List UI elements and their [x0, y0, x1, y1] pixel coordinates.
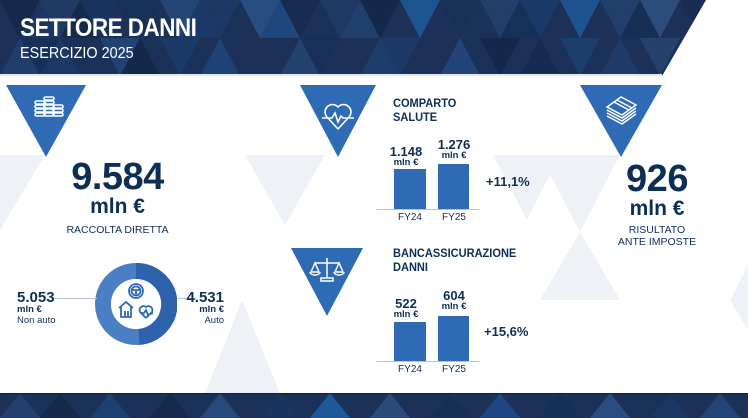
raccolta-unit: mln €	[90, 195, 145, 218]
raccolta-label: RACCOLTA DIRETTA	[66, 224, 169, 236]
salute-xlabel-fy25: FY25	[442, 212, 466, 223]
leader-line-right	[178, 298, 196, 299]
auto-value: 4.531	[186, 289, 224, 306]
header-triangle-pattern	[0, 0, 748, 76]
banca-fy25-value: 604 mln €	[441, 288, 467, 312]
risultato-label: RISULTATO ANTE IMPOSTE	[617, 224, 697, 248]
salute-fy24-value: 1.148 mln €	[389, 144, 423, 168]
banca-title: BANCASSICURAZIONE DANNI	[393, 246, 517, 274]
donut-chart	[95, 263, 177, 345]
donut-label-auto: 4.531 mln € Auto	[186, 290, 224, 327]
risultato-value: 926	[626, 158, 688, 200]
footer-banner	[0, 393, 748, 418]
salute-bar-fy24	[394, 169, 426, 209]
donut-segment-auto	[135, 263, 177, 345]
banca-x-axis	[377, 361, 479, 362]
auto-label: Auto	[204, 315, 224, 326]
leader-line-left	[53, 298, 97, 299]
donut-label-non-auto: 5.053 mln € Non auto	[17, 290, 56, 327]
raccolta-kpi: 9.584 mln € RACCOLTA DIRETTA	[50, 158, 185, 236]
steering-wheel-icon	[128, 283, 144, 299]
salute-x-axis	[377, 209, 479, 210]
risultato-icon-badge	[580, 85, 662, 157]
salute-fy25-value: 1.276 mln €	[437, 137, 471, 161]
banca-bar-fy24	[394, 322, 426, 361]
auto-unit: mln €	[199, 304, 224, 315]
footer-triangle-pattern	[0, 393, 748, 418]
page-title: SETTORE DANNI	[20, 14, 197, 42]
heart-pulse-icon	[138, 305, 154, 319]
banca-xlabel-fy24: FY24	[398, 364, 422, 375]
page-subtitle: ESERCIZIO 2025	[20, 45, 134, 62]
non-auto-label: Non auto	[17, 315, 56, 326]
coins-stack-icon	[34, 96, 64, 117]
raccolta-icon-badge	[6, 85, 86, 157]
non-auto-value: 5.053	[17, 289, 55, 306]
heart-pulse-icon	[322, 103, 354, 130]
banca-icon-badge	[291, 248, 363, 316]
salute-icon-badge	[300, 85, 376, 157]
scales-icon	[309, 258, 345, 282]
banknotes-stack-icon	[605, 96, 638, 125]
raccolta-value: 9.584	[71, 156, 164, 198]
banca-fy24-value: 522 mln €	[393, 296, 419, 320]
house-icon	[118, 300, 134, 318]
banca-xlabel-fy25: FY25	[442, 364, 466, 375]
risultato-unit: mln €	[629, 197, 685, 220]
non-auto-unit: mln €	[17, 304, 42, 315]
salute-xlabel-fy24: FY24	[398, 212, 422, 223]
risultato-kpi: 926 mln € RISULTATO ANTE IMPOSTE	[597, 160, 717, 248]
salute-growth: +11,1%	[486, 174, 530, 189]
banca-growth: +15,6%	[484, 324, 529, 339]
header-banner: SETTORE DANNI ESERCIZIO 2025	[0, 0, 748, 76]
salute-bar-fy25	[438, 164, 469, 209]
banca-bar-fy25	[438, 316, 469, 361]
salute-title: COMPARTO SALUTE	[393, 96, 457, 124]
